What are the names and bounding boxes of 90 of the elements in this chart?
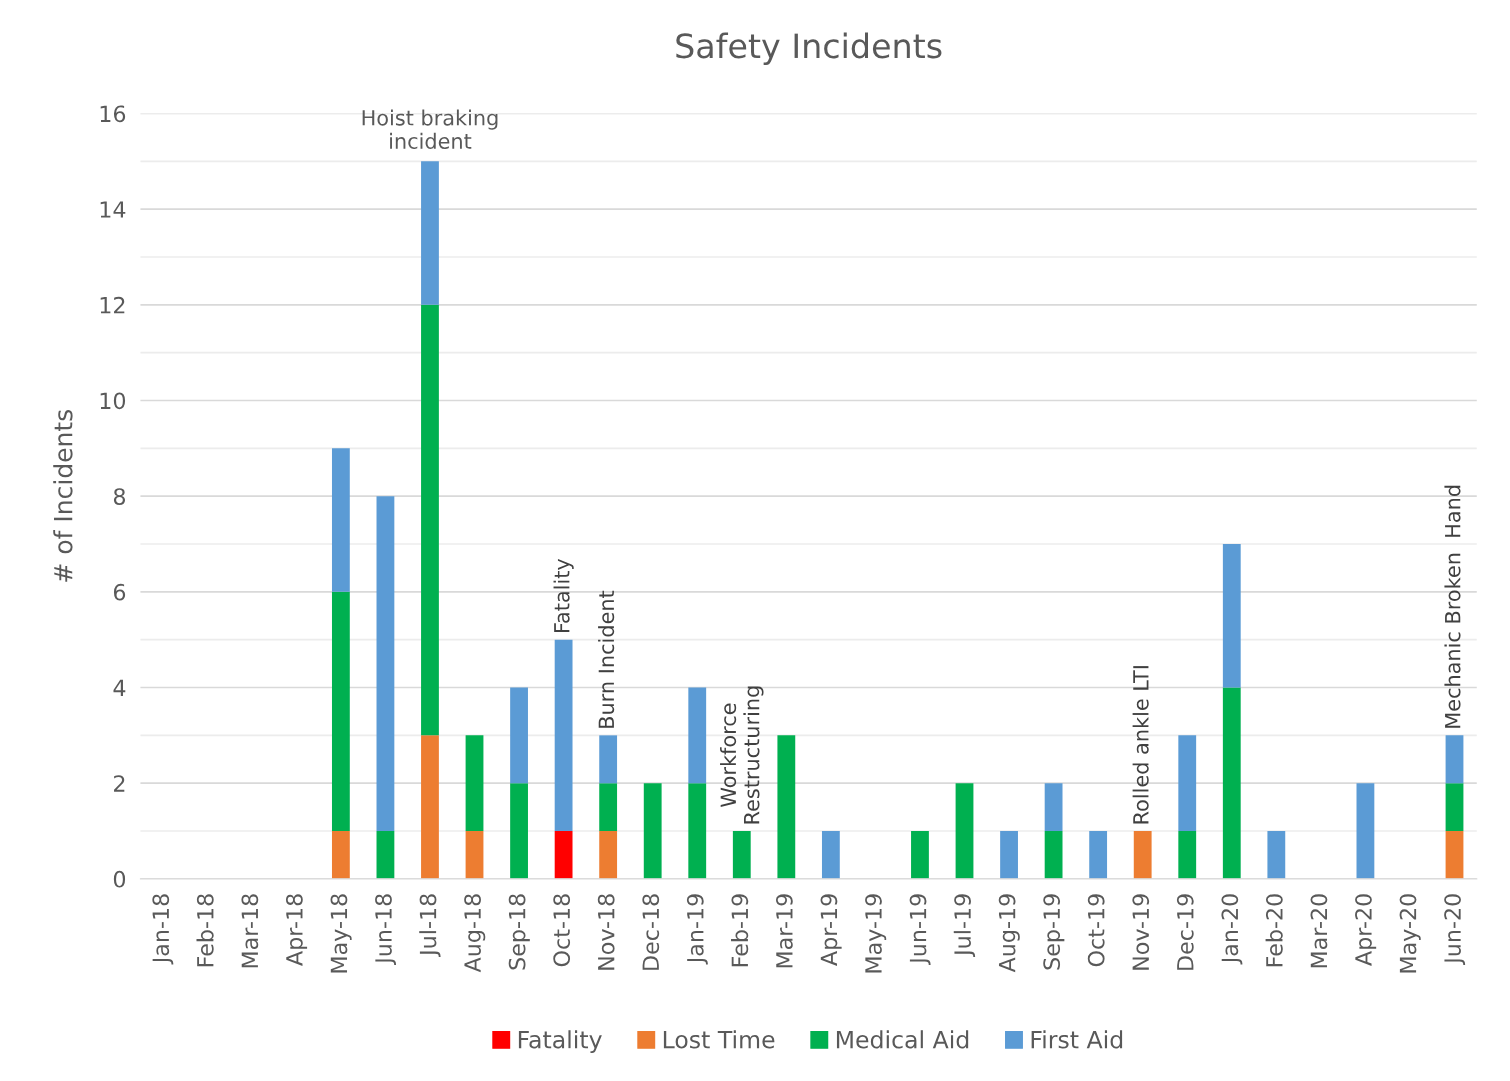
x-tick-label: Aug-19 (998, 894, 1020, 973)
bar (1356, 783, 1375, 879)
x-tick-label: Nov-18 (597, 894, 615, 970)
legend-label: First Aid (1031, 1030, 1123, 1049)
y-tick-label: 14 (100, 201, 126, 218)
y-tick-label: 6 (113, 583, 126, 601)
x-tick-label: Feb-18 (196, 894, 214, 967)
bar (1044, 783, 1063, 832)
legend-label: Medical Aid (836, 1030, 969, 1049)
bar (421, 735, 439, 879)
bar (465, 735, 484, 832)
bar (732, 831, 751, 879)
bar (1445, 735, 1464, 784)
annotation: Rolled ankle LTI (1132, 666, 1149, 824)
x-tick-label: Jul-18 (419, 894, 441, 957)
bar (554, 639, 573, 832)
annotation: Fatality (553, 558, 574, 633)
annotation: Workforce Restructuring (720, 686, 764, 824)
x-tick-label: Apr-20 (1355, 894, 1377, 966)
x-tick-label: Jun-18 (375, 894, 397, 965)
bar (599, 831, 618, 879)
bar (465, 831, 484, 879)
bar (376, 831, 395, 879)
bar (1133, 831, 1152, 879)
bar (331, 831, 350, 879)
x-tick-label: Aug-18 (464, 894, 486, 973)
x-tick-label: Jun-20 (1444, 894, 1466, 965)
bar (777, 735, 796, 879)
bar (1178, 831, 1197, 879)
x-tick-label: Apr-19 (820, 894, 842, 966)
x-tick-label: Mar-18 (241, 894, 259, 968)
x-tick-label: May-18 (330, 894, 352, 973)
y-tick-label: 8 (113, 488, 126, 505)
bar (1222, 544, 1241, 688)
bar (421, 304, 439, 736)
x-tick-label: May-19 (865, 894, 887, 973)
x-tick-label: Feb-20 (1265, 894, 1283, 967)
x-tick-label: Jan-20 (1221, 894, 1243, 965)
y-tick-label: 12 (100, 296, 125, 314)
x-tick-label: Apr-18 (285, 894, 308, 966)
bar (599, 735, 618, 784)
bar (1089, 831, 1108, 879)
bar (1044, 831, 1063, 879)
y-tick-label: 4 (113, 679, 126, 696)
bar (331, 448, 350, 592)
bar (510, 687, 528, 784)
annotation: Burn Incident (598, 590, 615, 728)
x-tick-label: Sep-19 (1043, 894, 1065, 970)
x-tick-label: Nov-19 (1132, 894, 1150, 970)
bar (1222, 687, 1241, 879)
y-tick-label: 2 (114, 775, 125, 792)
legend-label: Lost Time (663, 1030, 775, 1049)
x-tick-label: Oct-19 (1087, 894, 1105, 967)
bar (599, 783, 618, 832)
annotation: Hoist braking incident (362, 109, 498, 149)
bar (955, 783, 974, 879)
bar (1445, 783, 1464, 832)
x-tick-label: May-20 (1399, 894, 1421, 973)
x-tick-label: Dec-18 (642, 894, 660, 970)
x-tick-label: Jan-18 (152, 894, 174, 965)
bar (821, 831, 840, 879)
x-tick-label: Mar-19 (775, 894, 793, 968)
bar (554, 831, 573, 879)
x-tick-label: Sep-18 (508, 894, 530, 970)
x-tick-label: Dec-19 (1176, 894, 1194, 970)
annotation: Mechanic Broken Hand (1444, 485, 1461, 728)
x-tick-label: Jun-19 (909, 894, 931, 965)
bar (1445, 831, 1464, 879)
chart-title: Safety Incidents (676, 32, 942, 65)
x-tick-label: Mar-20 (1310, 894, 1328, 968)
bar (643, 783, 662, 879)
x-tick-label: Oct-18 (553, 894, 571, 967)
bar (1267, 831, 1286, 879)
x-tick-label: Jan-19 (686, 894, 708, 965)
bar (911, 831, 929, 879)
bar (510, 783, 528, 879)
bar (688, 687, 707, 784)
bar (688, 783, 707, 879)
y-axis-title: # of Incidents (53, 410, 73, 582)
bar (376, 496, 395, 832)
bar (331, 591, 350, 832)
bar (1178, 735, 1197, 832)
y-tick-label: 10 (100, 392, 126, 410)
bar (1000, 831, 1018, 879)
legend-label: Fatality (518, 1030, 602, 1054)
y-tick-label: 0 (113, 870, 126, 888)
bar (421, 161, 439, 305)
x-tick-label: Feb-19 (731, 894, 749, 967)
y-tick-label: 16 (100, 105, 126, 123)
x-tick-label: Jul-19 (953, 894, 976, 957)
